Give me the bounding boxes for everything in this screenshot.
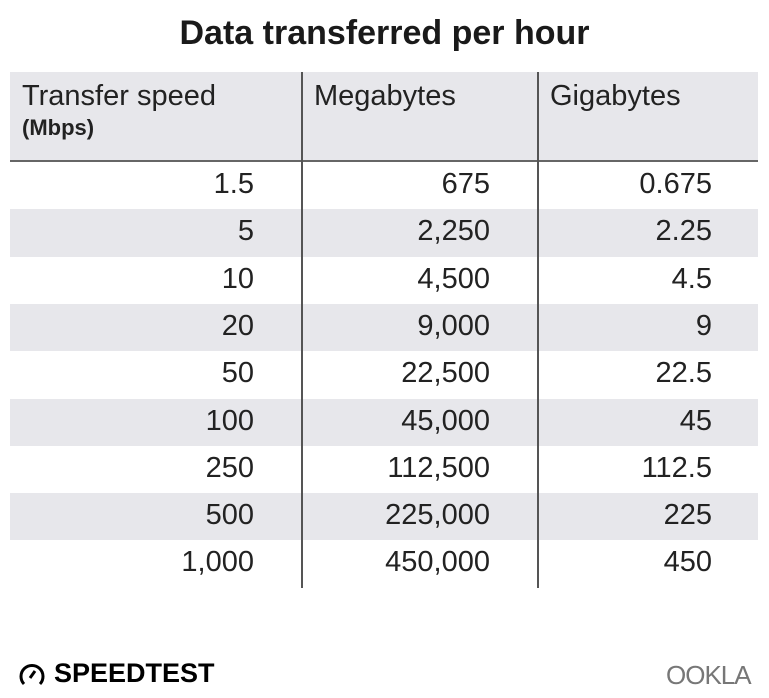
table-header: Transfer speed (Mbps) Megabytes Gigabyte…	[10, 72, 758, 162]
header-unit: (Mbps)	[22, 115, 95, 140]
cell-speed: 500	[205, 499, 254, 532]
cell-speed: 5	[237, 215, 254, 248]
cell-megabytes: 450,000	[385, 546, 490, 579]
speedometer-icon	[19, 663, 45, 685]
header-gigabytes: Gigabytes	[550, 80, 681, 112]
cell-gigabytes: 225	[663, 499, 712, 532]
speedtest-logo: SPEEDTEST	[18, 658, 215, 689]
cell-speed: 100	[205, 404, 254, 437]
cell-speed: 10	[221, 262, 254, 295]
column-divider	[537, 72, 539, 588]
header-label: Transfer speed	[22, 80, 216, 112]
cell-megabytes: 22,500	[401, 357, 490, 390]
cell-gigabytes: 0.675	[639, 168, 712, 200]
cell-megabytes: 112,500	[387, 451, 490, 484]
header-megabytes: Megabytes	[314, 80, 456, 112]
cell-megabytes: 675	[441, 168, 490, 200]
cell-megabytes: 9,000	[417, 309, 490, 342]
table-row: 5 2,250 2.25	[10, 209, 758, 257]
cell-megabytes: 45,000	[401, 404, 490, 437]
cell-speed: 50	[221, 357, 254, 390]
column-divider	[301, 72, 303, 588]
cell-speed: 20	[221, 309, 254, 342]
table-row: 1,000 450,000 450	[10, 540, 758, 587]
table-row: 50 22,500 22.5	[10, 351, 758, 398]
ookla-logo: OOKLA	[666, 660, 752, 690]
cell-megabytes: 4,500	[417, 262, 490, 295]
table-title: Data transferred per hour	[179, 14, 590, 52]
table-row: 500 225,000 225	[10, 493, 758, 541]
cell-speed: 1,000	[181, 546, 254, 579]
table-row: 250 112,500 112.5	[10, 446, 758, 493]
cell-gigabytes: 2.25	[655, 215, 712, 248]
cell-gigabytes: 112.5	[641, 451, 712, 484]
cell-gigabytes: 450	[663, 546, 712, 579]
cell-speed: 1.5	[213, 168, 254, 200]
speedtest-wordmark: SPEEDTEST	[54, 658, 215, 688]
cell-gigabytes: 22.5	[655, 357, 712, 390]
cell-gigabytes: 4.5	[671, 262, 712, 295]
cell-megabytes: 225,000	[385, 499, 490, 532]
cell-speed: 250	[205, 451, 254, 484]
table-row: 20 9,000 9	[10, 303, 758, 352]
cell-megabytes: 2,250	[417, 215, 490, 248]
table-row: 10 4,500 4.5	[10, 257, 758, 304]
header-transfer-speed: Transfer speed (Mbps)	[22, 80, 216, 141]
table-row: 1.5 675 0.675	[10, 162, 758, 209]
table-row: 100 45,000 45	[10, 398, 758, 446]
cell-gigabytes: 9	[695, 309, 712, 342]
cell-gigabytes: 45	[679, 404, 712, 437]
